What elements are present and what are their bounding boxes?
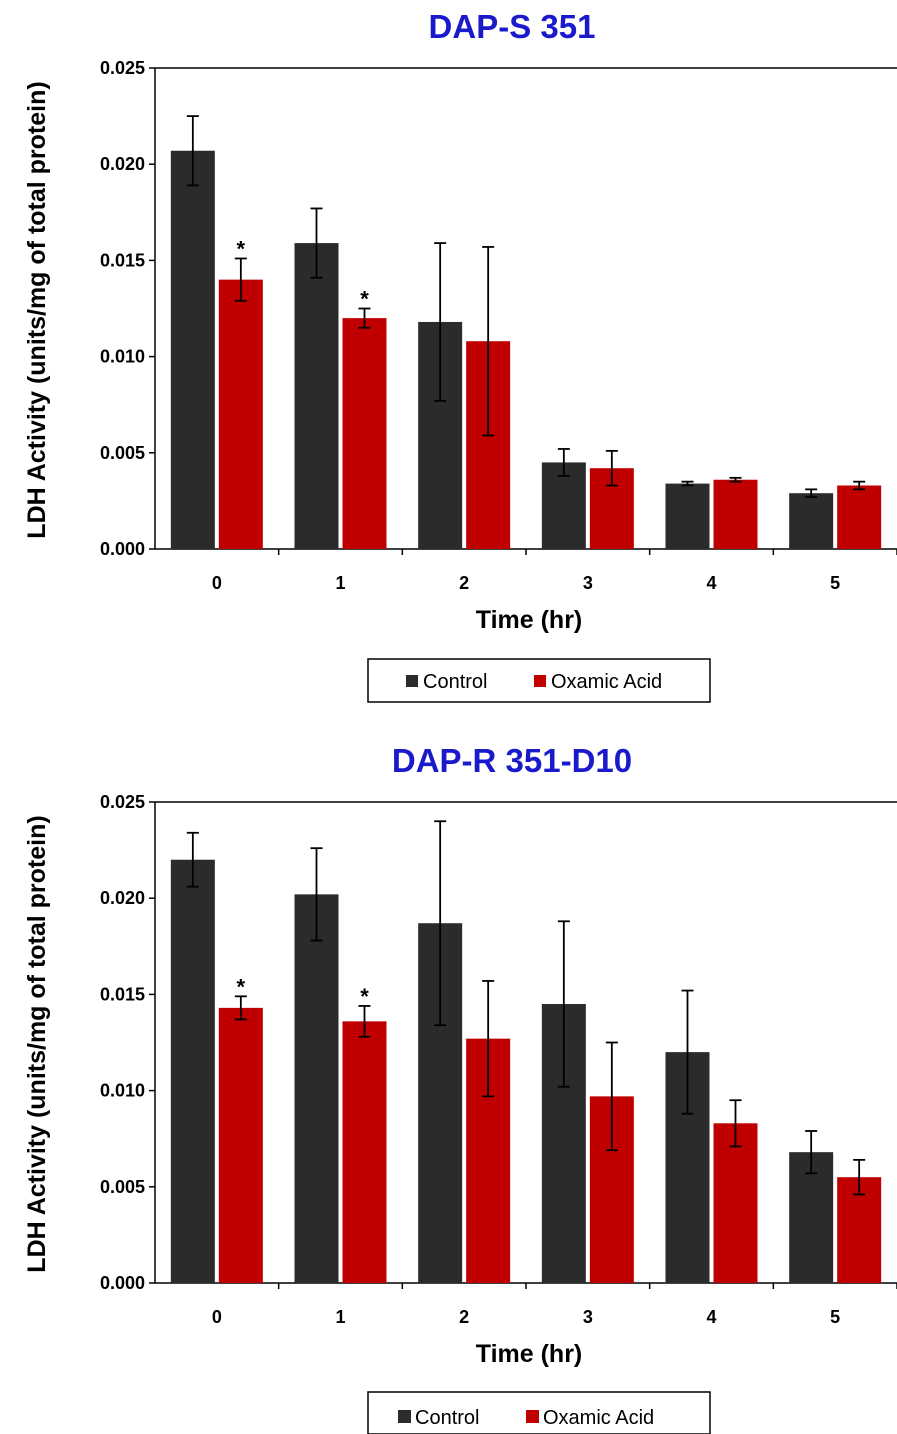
x-tick-label: 3 bbox=[583, 1307, 593, 1327]
x-tick-label: 5 bbox=[830, 573, 840, 593]
chart-dap-s-351: DAP-S 351 LDH Activity (units/mg of tota… bbox=[23, 8, 897, 703]
legend-swatch-oxamic-acid bbox=[526, 1410, 539, 1423]
legend: Control Oxamic Acid bbox=[367, 658, 711, 703]
x-tick-label: 2 bbox=[459, 573, 469, 593]
y-tick-label: 0.010 bbox=[100, 347, 145, 367]
significance-marker: * bbox=[360, 984, 369, 1009]
x-tick-label: 0 bbox=[212, 1307, 222, 1327]
y-tick-label: 0.000 bbox=[100, 539, 145, 559]
x-axis-label: Time (hr) bbox=[476, 606, 583, 634]
significance-marker: * bbox=[360, 287, 369, 312]
legend-label-oxamic-acid: Oxamic Acid bbox=[551, 671, 662, 693]
legend-swatch-control bbox=[398, 1410, 411, 1423]
y-tick-label: 0.025 bbox=[100, 792, 145, 812]
legend-swatch-control bbox=[406, 675, 418, 687]
chart-title: DAP-S 351 bbox=[429, 8, 596, 45]
bar-control-5 bbox=[789, 493, 834, 549]
y-axis-label: LDH Activity (units/mg of total protein) bbox=[23, 815, 51, 1272]
x-tick-label: 2 bbox=[459, 1307, 469, 1327]
x-tick-label: 4 bbox=[706, 1307, 716, 1327]
legend-swatch-oxamic-acid bbox=[534, 675, 546, 687]
legend-label-control: Control bbox=[415, 1407, 479, 1429]
y-tick-label: 0.015 bbox=[100, 250, 145, 270]
bar-control-0 bbox=[170, 150, 215, 549]
bar-control-4 bbox=[665, 483, 710, 549]
bar-control-1 bbox=[294, 243, 339, 550]
y-tick-label: 0.025 bbox=[100, 58, 145, 78]
y-tick-label: 0.020 bbox=[100, 154, 145, 174]
y-tick-label: 0.010 bbox=[100, 1081, 145, 1101]
bar-control-0 bbox=[170, 859, 215, 1283]
y-tick-label: 0.005 bbox=[100, 1177, 145, 1197]
bar-control-1 bbox=[294, 894, 339, 1283]
y-tick-label: 0.005 bbox=[100, 443, 145, 463]
x-tick-label: 4 bbox=[706, 573, 716, 593]
chart-dap-r-351-d10: DAP-R 351-D10 LDH Activity (units/mg of … bbox=[23, 742, 897, 1434]
bar-oxamic-acid-5 bbox=[837, 485, 882, 549]
x-tick-label: 3 bbox=[583, 573, 593, 593]
bar-oxamic-acid-4 bbox=[713, 479, 758, 549]
x-axis-label: Time (hr) bbox=[476, 1340, 583, 1368]
plot-area: 0.000 0.005 0.010 0.015 0.020 0.025 0 * 1 * 2 3 4 5 bbox=[100, 58, 897, 593]
bar-oxamic-acid-1 bbox=[342, 1021, 387, 1283]
x-tick-label: 0 bbox=[212, 573, 222, 593]
legend-label-oxamic-acid: Oxamic Acid bbox=[543, 1407, 654, 1429]
legend-label-control: Control bbox=[423, 671, 487, 693]
significance-marker: * bbox=[237, 236, 246, 261]
bar-oxamic-acid-0 bbox=[218, 279, 263, 549]
y-tick-label: 0.020 bbox=[100, 888, 145, 908]
y-tick-label: 0.015 bbox=[100, 984, 145, 1004]
x-tick-label: 1 bbox=[335, 573, 345, 593]
legend: Control Oxamic Acid bbox=[367, 1391, 711, 1434]
x-tick-label: 1 bbox=[335, 1307, 345, 1327]
bar-control-3 bbox=[541, 462, 586, 549]
y-tick-label: 0.000 bbox=[100, 1273, 145, 1293]
x-tick-label: 5 bbox=[830, 1307, 840, 1327]
significance-marker: * bbox=[237, 974, 246, 999]
bar-oxamic-acid-1 bbox=[342, 318, 387, 549]
plot-area: 0.000 0.005 0.010 0.015 0.020 0.025 0 * 1 * 2 3 4 5 bbox=[100, 792, 897, 1327]
chart-title: DAP-R 351-D10 bbox=[392, 742, 632, 779]
bar-oxamic-acid-0 bbox=[218, 1007, 263, 1283]
bar-oxamic-acid-4 bbox=[713, 1123, 758, 1283]
y-axis-label: LDH Activity (units/mg of total protein) bbox=[23, 81, 51, 538]
